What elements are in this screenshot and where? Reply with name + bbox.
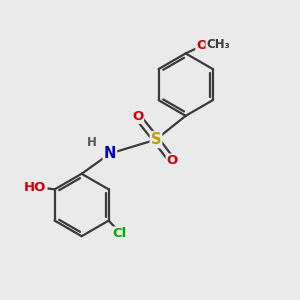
Text: CH₃: CH₃ — [206, 38, 230, 51]
Text: HO: HO — [24, 182, 46, 194]
Text: N: N — [104, 146, 116, 161]
Text: H: H — [86, 136, 96, 149]
Text: Cl: Cl — [112, 227, 126, 241]
Text: O: O — [196, 40, 208, 52]
Text: O: O — [132, 110, 143, 123]
Text: S: S — [151, 132, 161, 147]
Text: O: O — [167, 154, 178, 167]
